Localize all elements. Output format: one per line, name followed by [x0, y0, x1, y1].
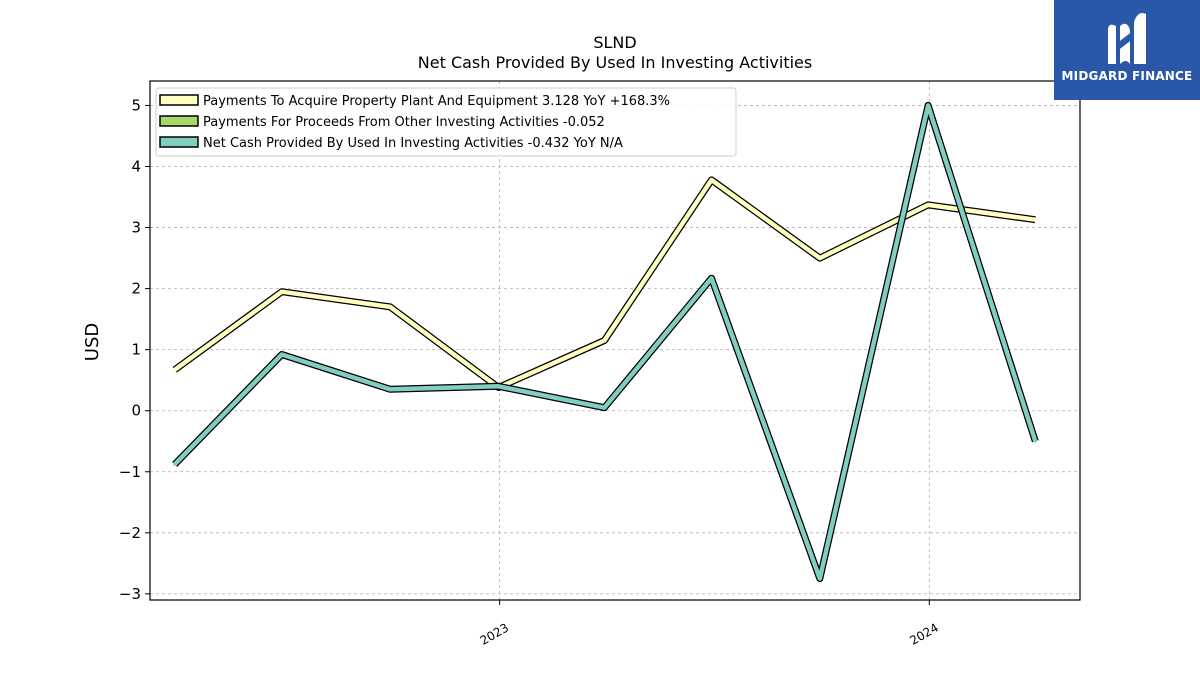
y-tick-label: 3 [131, 219, 141, 237]
plot-frame [149, 80, 1081, 601]
brand-name: MIDGARD FINANCE [1061, 69, 1193, 83]
data-point [173, 368, 177, 372]
brand-logo: MIDGARD FINANCE [1054, 0, 1200, 100]
y-tick-label: 2 [131, 280, 141, 298]
legend-swatch [159, 136, 199, 148]
data-point [496, 384, 500, 388]
data-point [602, 339, 606, 342]
y-tick-label: −2 [119, 524, 141, 542]
y-tick-label: −3 [119, 585, 141, 603]
data-point [1033, 218, 1037, 222]
x-tick-label: 2024 [907, 620, 940, 647]
data-point [818, 577, 822, 581]
data-point [1033, 439, 1037, 443]
y-axis-label: USD [82, 323, 103, 361]
legend-entry: Net Cash Provided By Used In Investing A… [203, 136, 623, 151]
x-tick-label: 2023 [478, 620, 511, 647]
y-ticks: −3 −2 −1 0 1 2 3 4 5 [119, 96, 150, 603]
series-lines [172, 101, 1039, 583]
legend-entry: Payments For Proceeds From Other Investi… [203, 115, 605, 130]
data-point [926, 203, 930, 207]
grid [150, 81, 1080, 600]
legend-box [155, 87, 737, 157]
legend-swatch [159, 94, 199, 106]
chart-subtitle: Net Cash Provided By Used In Investing A… [418, 53, 812, 72]
data-point [173, 462, 177, 466]
data-point [926, 103, 930, 107]
y-tick-label: 5 [131, 96, 141, 114]
y-tick-label: −1 [119, 463, 141, 481]
data-point [388, 305, 392, 309]
data-point [388, 387, 392, 391]
midgard-m-icon [1108, 13, 1146, 65]
x-ticks: 2023 2024 [478, 600, 941, 648]
y-tick-label: 1 [131, 341, 141, 359]
legend: Payments To Acquire Property Plant And E… [155, 87, 737, 157]
data-point [710, 276, 714, 280]
legend-swatch [159, 115, 199, 127]
data-point [818, 256, 822, 260]
data-point [280, 290, 284, 294]
chart-title: SLND [593, 33, 636, 52]
data-point [280, 353, 284, 357]
data-point [602, 406, 606, 410]
y-tick-label: 4 [131, 157, 141, 175]
data-point [710, 178, 714, 182]
y-tick-label: 0 [131, 402, 141, 420]
legend-entry: Payments To Acquire Property Plant And E… [203, 94, 670, 109]
